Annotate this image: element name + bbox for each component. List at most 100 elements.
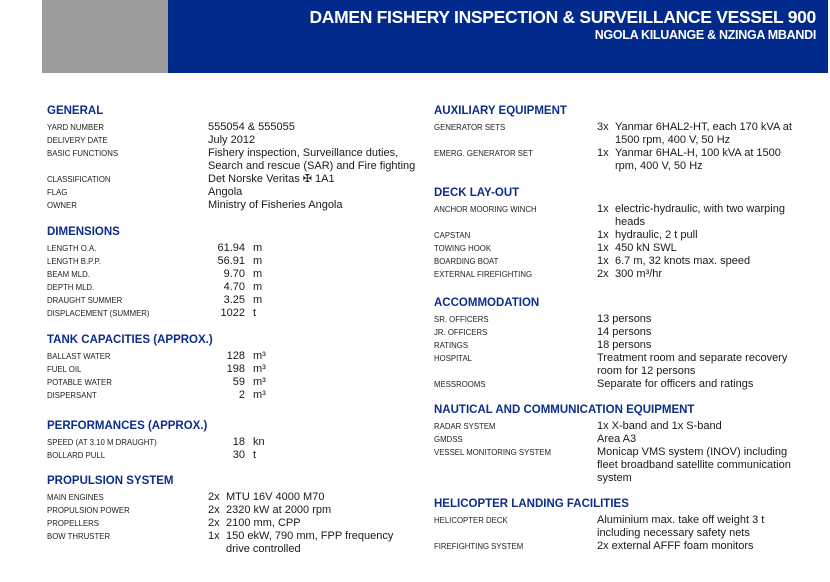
spec-value: 1x 6.7 m, 32 knots max. speed: [597, 255, 797, 268]
spec-quantity: 1x: [597, 203, 609, 215]
spec-label: Speed (at 3.10 m draught): [47, 438, 157, 447]
section-heading: PROPULSION SYSTEM: [47, 475, 174, 487]
spec-text: 300 m³/hr: [615, 268, 663, 280]
spec-row: Ratings 18 persons: [434, 339, 797, 352]
section-dimensions: DIMENSIONS Length O.A. 61.94 m Length B.P.P.…: [47, 225, 418, 320]
spec-value: 1x 450 kN SWL: [597, 242, 797, 255]
spec-row: Bow thruster 1x 150 ekW, 790 mm, FPP frequ…: [47, 530, 418, 556]
spec-value: Angola: [208, 186, 243, 198]
spec-label: Sr. officers: [434, 315, 489, 324]
spec-row: Length O.A. 61.94 m: [47, 242, 418, 255]
page-subtitle: NGOLA KILUANGE & NZINGA MBANDI: [594, 28, 817, 42]
spec-label: Beam mld.: [47, 270, 90, 279]
spec-unit: m: [253, 281, 263, 293]
spec-value: 1x Yanmar 6HAL-H, 100 kVA at 1500 rpm, 40…: [597, 147, 797, 173]
section-general: GENERAL Yard number 555054 & 555055 Deliver…: [47, 104, 418, 212]
spec-label: Bollard pull: [47, 451, 106, 460]
spec-label: Fuel oil: [47, 365, 82, 374]
spec-number: 3.25: [223, 294, 245, 306]
spec-value: Treatment room and separate recovery roo…: [597, 352, 788, 377]
section-heading: NAUTICAL AND COMMUNICATION EQUIPMENT: [434, 404, 695, 416]
spec-value: 198 m³: [208, 363, 418, 376]
spec-unit: m³: [253, 389, 266, 401]
spec-label: Main engines: [47, 493, 104, 502]
spec-label: Bow thruster: [47, 532, 111, 541]
spec-value: Det Norske Veritas ✠ 1A1: [208, 173, 335, 185]
spec-value: Ministry of Fisheries Angola: [208, 199, 343, 211]
spec-text: MTU 16V 4000 M70: [226, 491, 325, 503]
spec-row: Classification Det Norske Veritas ✠ 1A1: [47, 173, 418, 186]
spec-unit: m: [253, 242, 263, 254]
spec-label: Dispersant: [47, 391, 97, 400]
section-nautical: NAUTICAL AND COMMUNICATION EQUIPMENT Rada…: [434, 403, 797, 485]
spec-value: Aluminium max. take off weight 3 t inclu…: [597, 514, 765, 539]
spec-row: Vessel monitoring system Monicap VMS syst…: [434, 446, 797, 485]
spec-value: 59 m³: [208, 376, 418, 389]
spec-label: Length B.P.P.: [47, 257, 101, 266]
spec-label: Vessel monitoring system: [434, 448, 551, 457]
spec-quantity: 3x: [597, 121, 609, 133]
spec-label: Basic functions: [47, 149, 119, 158]
spec-number: 30: [232, 449, 245, 461]
section-heading: TANK CAPACITIES (APPROX.): [47, 334, 213, 346]
spec-value: 2x 2100 mm, CPP: [208, 517, 418, 530]
spec-value: 2x 2320 kW at 2000 rpm: [208, 504, 418, 517]
spec-label: Boarding boat: [434, 257, 499, 266]
spec-number: 59: [232, 376, 245, 388]
section-heading: ACCOMMODATION: [434, 297, 540, 309]
spec-value: 1022 t: [208, 307, 418, 320]
spec-number: 198: [226, 363, 245, 375]
spec-unit: t: [253, 307, 257, 319]
spec-label: Generator sets: [434, 123, 506, 132]
spec-row: Jr. officers 14 persons: [434, 326, 797, 339]
spec-label: Propellers: [47, 519, 100, 528]
spec-row: Bollard pull 30 t: [47, 449, 418, 462]
spec-unit: m: [253, 268, 263, 280]
spec-row: Capstan 1x hydraulic, 2 t pull: [434, 229, 797, 242]
spec-value: 2x external AFFF foam monitors: [597, 540, 754, 552]
spec-row: Basic functions Fishery inspection, Surve…: [47, 147, 418, 173]
section-helicopter: HELICOPTER LANDING FACILITIES Helicopter …: [434, 497, 797, 553]
section-heading: AUXILIARY EQUIPMENT: [434, 105, 567, 117]
spec-value: 1x 150 ekW, 790 mm, FPP frequency drive c…: [208, 530, 418, 556]
spec-number: 2: [238, 389, 245, 401]
spec-row: Hospital Treatment room and separate reco…: [434, 352, 797, 378]
section-deck: DECK LAY-OUT Anchor mooring winch 1x electr…: [434, 186, 797, 281]
spec-row: Dispersant 2 m³: [47, 389, 418, 402]
section-performances: PERFORMANCES (APPROX.) Speed (at 3.10 m d…: [47, 419, 418, 462]
section-heading: DECK LAY-OUT: [434, 187, 520, 199]
spec-unit: m³: [253, 350, 266, 362]
spec-text: Yanmar 6HAL-H, 100 kVA at 1500 rpm, 400 …: [615, 147, 781, 172]
spec-label: GMDSS: [434, 435, 463, 444]
spec-value: Monicap VMS system (INOV) including flee…: [597, 446, 791, 484]
spec-label: Anchor mooring winch: [434, 205, 537, 214]
spec-value: 2x MTU 16V 4000 M70: [208, 491, 418, 504]
spec-row: Draught summer 3.25 m: [47, 294, 418, 307]
spec-value: 14 persons: [597, 326, 652, 338]
section-heading: HELICOPTER LANDING FACILITIES: [434, 498, 629, 510]
spec-row: GMDSS Area A3: [434, 433, 797, 446]
spec-unit: m: [253, 255, 263, 267]
spec-number: 9.70: [223, 268, 245, 280]
spec-unit: m: [253, 294, 263, 306]
spec-value: 1x electric-hydraulic, with two warping h…: [597, 203, 797, 229]
spec-quantity: 1x: [597, 147, 609, 159]
section-propulsion: PROPULSION SYSTEM Main engines 2x MTU 16V 4…: [47, 474, 418, 556]
spec-row: Owner Ministry of Fisheries Angola: [47, 199, 418, 212]
spec-text: 2100 mm, CPP: [226, 517, 301, 529]
spec-label: Length O.A.: [47, 244, 97, 253]
spec-value: 1x hydraulic, 2 t pull: [597, 229, 797, 242]
spec-label: Classification: [47, 175, 111, 184]
spec-quantity: 2x: [208, 517, 220, 529]
spec-label: Radar system: [434, 422, 496, 431]
spec-row: Potable water 59 m³: [47, 376, 418, 389]
spec-label: Capstan: [434, 231, 471, 240]
spec-row: Towing hook 1x 450 kN SWL: [434, 242, 797, 255]
spec-row: Messrooms Separate for officers and ratin…: [434, 378, 797, 391]
spec-row: External firefighting 2x 300 m³/hr: [434, 268, 797, 281]
spec-value: 61.94 m: [208, 242, 418, 255]
section-accommodation: ACCOMMODATION Sr. officers 13 persons Jr. o…: [434, 296, 797, 391]
spec-label: Emerg. generator set: [434, 149, 533, 158]
